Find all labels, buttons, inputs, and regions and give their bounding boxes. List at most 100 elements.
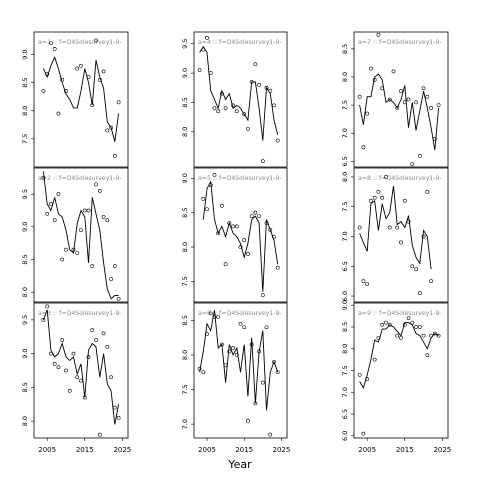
panel-3-y-tick-label: 8.0 <box>341 72 349 82</box>
panel-6-fitted-line <box>359 185 432 270</box>
panel-3-y-tick-label: 7.5 <box>341 100 349 110</box>
panel-8-observed-point <box>272 359 276 364</box>
panel-8-x-tick-label: 2025 <box>273 446 291 454</box>
panel-4-observed-point <box>112 264 117 268</box>
panel-2-observed-point <box>246 126 250 131</box>
panel-5-observed-point <box>260 293 265 298</box>
panel-1-observed-point <box>94 38 98 43</box>
panel-1-y-tick-label: 7.5 <box>21 134 29 144</box>
panel-1-observed-point <box>56 111 61 116</box>
panel-9-observed-point <box>421 333 426 338</box>
panel-5-y-tick-label: 8.0 <box>181 242 189 252</box>
panel-3-y-tick-label: 7.0 <box>341 128 349 138</box>
panel-3-y-tick-label: 8.5 <box>341 44 349 54</box>
panel-5-y-tick-label: 7.5 <box>181 276 189 286</box>
panel-4-observed-point <box>82 208 87 213</box>
panel-9-x-tick-label: 2015 <box>396 446 414 454</box>
panel-6-observed-point <box>425 189 430 194</box>
panel-4-y-tick-label: 9.0 <box>21 222 29 232</box>
panel-8-observed-point <box>201 370 206 375</box>
panel-8-fitted-line <box>199 309 279 411</box>
panel-2-observed-point <box>216 109 221 114</box>
panel-9-x-tick-label: 2005 <box>358 446 376 454</box>
panel-3-observed-point <box>361 145 366 150</box>
panel-5-observed-point <box>246 251 250 256</box>
panel-2-observed-point <box>260 159 265 164</box>
panel-7-strip-label: a=3 :: f=Q4Solesurvey1-9- <box>38 310 122 317</box>
panel-2-observed-point <box>223 106 228 111</box>
panel-2-frame <box>193 31 288 168</box>
panel-4-observed-point <box>75 251 80 255</box>
panel-8-observed-point <box>246 418 250 423</box>
panel-3-observed-point <box>365 111 370 116</box>
panel-4-observed-point <box>105 218 110 223</box>
panel-2-observed-point <box>234 109 239 114</box>
panel-4-frame <box>33 167 129 303</box>
panel-4-strip-label: a=2 :: f=Q4Solesurvey1-9- <box>38 175 122 182</box>
panel-2-fitted-line <box>199 45 279 141</box>
panel-1-observed-point <box>52 46 57 51</box>
panel-8-observed-point <box>208 311 213 316</box>
panel-6-observed-point <box>369 198 373 203</box>
panel-2-observed-point <box>212 106 217 111</box>
panel-4-y-tick-label: 9.5 <box>21 189 29 199</box>
panel-8-x-tick-label: 2005 <box>198 446 216 454</box>
panel-6-observed-point <box>376 189 381 194</box>
panel-6-observed-point <box>417 291 422 295</box>
panel-4-observed-point <box>101 215 106 219</box>
panel-8-observed-point <box>234 353 239 357</box>
panel-3-strip-label: a=7 :: f=Q4Solesurvey1-9- <box>358 39 442 46</box>
panel-9-observed-point <box>425 353 430 358</box>
panel-9-observed-point <box>387 322 392 327</box>
panel-7-x-tick-label: 2015 <box>76 446 94 454</box>
panel-3-observed-point <box>429 106 433 110</box>
panel-4-observed-point <box>52 218 57 223</box>
panel-9-observed-point <box>417 325 422 329</box>
panel-6-frame <box>353 167 449 303</box>
panel-9-observed-point <box>395 333 400 338</box>
panel-1-observed-point <box>75 66 80 71</box>
panel-6-observed-point <box>365 282 370 287</box>
panel-5-observed-point <box>253 210 258 215</box>
panel-7-observed-point <box>60 338 65 343</box>
panel-7-observed-point <box>94 338 98 343</box>
panel-7-observed-point <box>52 361 57 366</box>
panel-4-observed-point <box>97 188 102 193</box>
panel-2-observed-point <box>208 71 213 75</box>
panel-9-observed-point <box>406 316 411 321</box>
panel-6-observed-point <box>372 195 377 200</box>
panel-6-observed-point <box>429 279 433 284</box>
panel-5-observed-point <box>242 238 247 243</box>
panel-5-y-tick-label: 9.0 <box>181 173 189 183</box>
panel-7-observed-point <box>41 317 46 322</box>
panel-5-observed-point <box>257 214 262 219</box>
panel-1-y-tick-label: 8.0 <box>21 106 29 116</box>
panel-4-fitted-line <box>42 171 119 300</box>
panel-2-y-tick-label: 8.0 <box>181 127 189 137</box>
panel-5-observed-point <box>201 197 206 201</box>
panel-8-x-tick-label: 2015 <box>235 446 253 454</box>
panel-1-fitted-line <box>42 56 120 142</box>
panel-6-y-tick-label: 7.0 <box>341 231 349 241</box>
panel-3-observed-point <box>414 100 418 105</box>
panel-4-y-tick-label: 8.5 <box>21 254 29 264</box>
panel-5-observed-point <box>249 214 254 219</box>
panel-8-observed-point <box>275 370 280 375</box>
panel-9-fitted-line <box>359 322 439 390</box>
panel-4-observed-point <box>41 175 46 180</box>
panel-5-y-tick-label: 8.5 <box>181 207 189 217</box>
panel-8-observed-point <box>238 321 243 326</box>
panel-1-observed-point <box>101 69 106 74</box>
panel-3-fitted-line <box>359 73 440 151</box>
panel-7-observed-point <box>97 432 102 437</box>
panel-7-observed-point <box>71 351 76 356</box>
panel-7-observed-point <box>90 328 95 332</box>
panel-4-observed-point <box>94 182 98 187</box>
panel-2-observed-point <box>253 62 258 67</box>
panel-3-y-tick-label: 6.5 <box>341 156 349 166</box>
panel-8-y-tick-label: 7.0 <box>181 419 189 429</box>
panel-9-y-tick-label: 8.0 <box>341 344 349 354</box>
panel-2-observed-point <box>257 82 262 87</box>
panel-7-observed-point <box>112 405 117 410</box>
